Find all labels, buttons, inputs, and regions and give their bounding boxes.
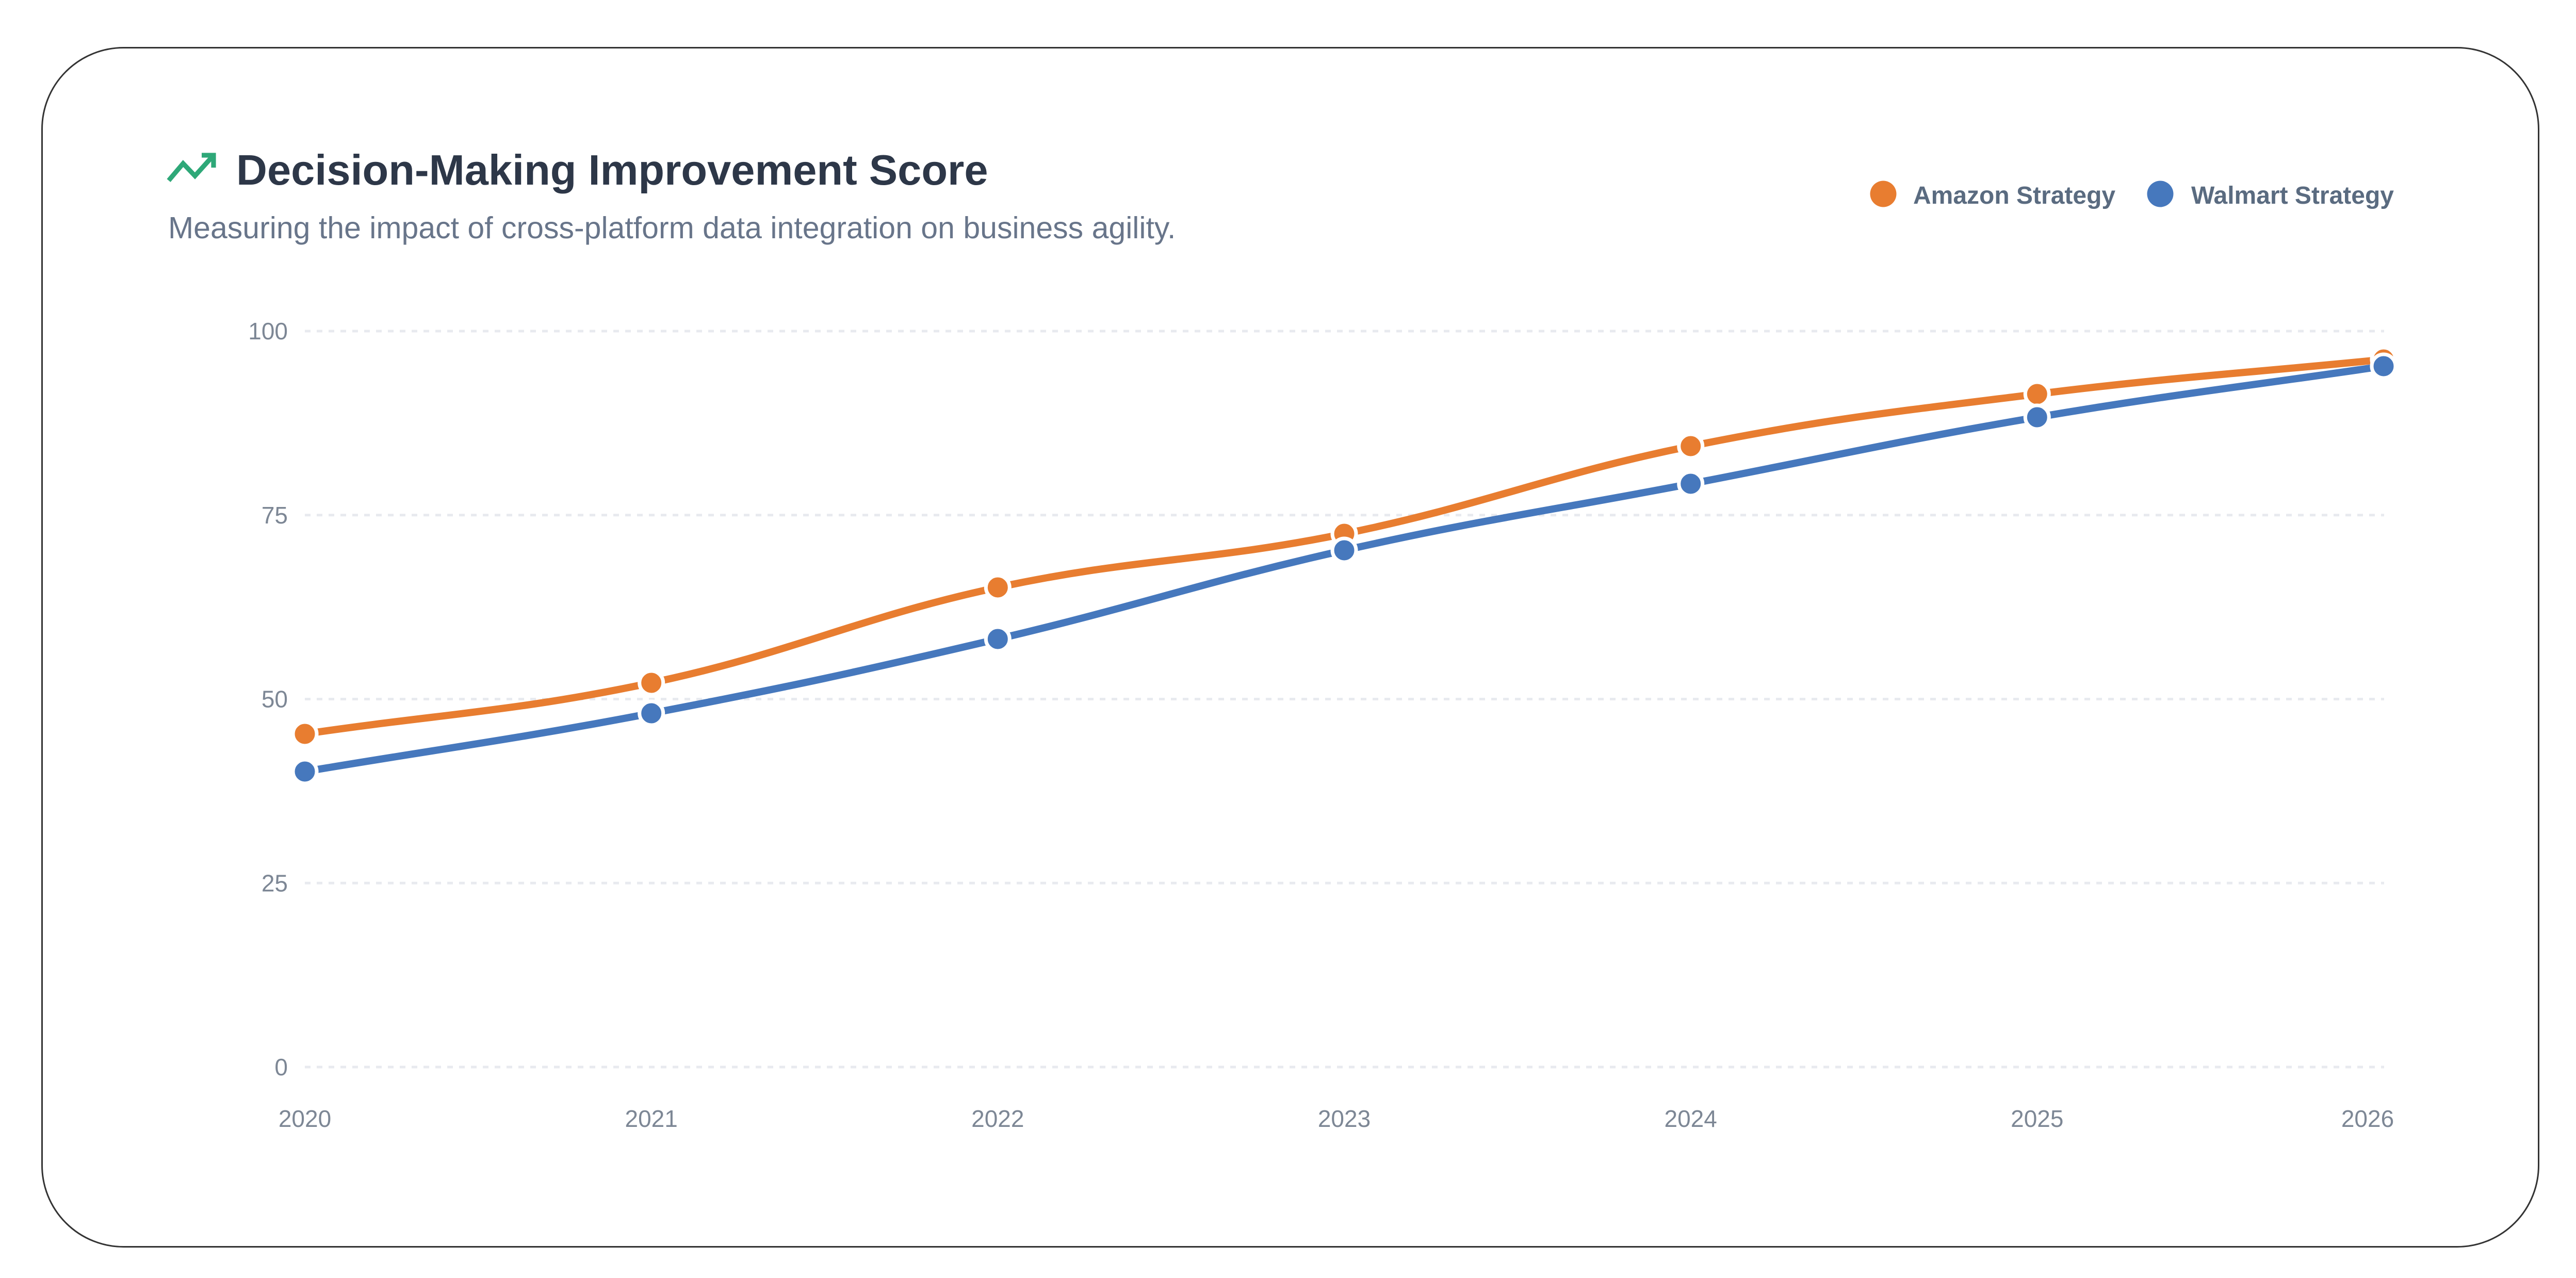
svg-text:2026: 2026 xyxy=(2341,1105,2394,1132)
svg-text:2020: 2020 xyxy=(279,1105,331,1132)
svg-text:Amazon Strategy: Amazon Strategy xyxy=(1913,182,2115,209)
svg-text:Decision-Making Improvement Sc: Decision-Making Improvement Score xyxy=(236,146,988,194)
svg-text:2024: 2024 xyxy=(1665,1105,1717,1132)
svg-text:2022: 2022 xyxy=(971,1105,1024,1132)
svg-text:100: 100 xyxy=(248,318,288,345)
svg-text:Measuring the impact of cross-: Measuring the impact of cross-platform d… xyxy=(168,211,1176,245)
svg-text:25: 25 xyxy=(262,870,288,896)
svg-text:75: 75 xyxy=(262,502,288,529)
svg-text:50: 50 xyxy=(262,686,288,713)
svg-text:2025: 2025 xyxy=(2011,1105,2063,1132)
svg-text:2021: 2021 xyxy=(625,1105,678,1132)
svg-text:2023: 2023 xyxy=(1318,1105,1371,1132)
svg-text:Walmart Strategy: Walmart Strategy xyxy=(2191,182,2394,209)
svg-text:0: 0 xyxy=(274,1054,288,1080)
